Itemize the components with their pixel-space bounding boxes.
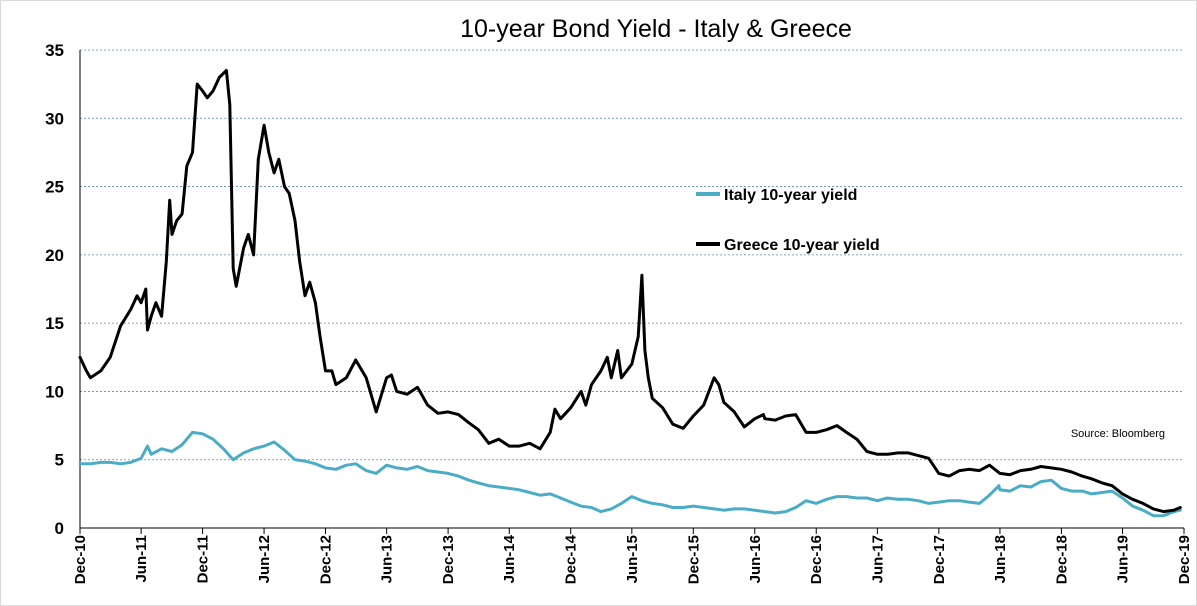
x-tick-label: Dec-15 — [685, 535, 702, 584]
x-tick-label: Jun-12 — [256, 535, 273, 583]
x-tick-label: Dec-16 — [808, 535, 825, 584]
y-tick-label: 35 — [45, 41, 64, 60]
y-tick-label: 25 — [45, 178, 64, 197]
y-tick-label: 10 — [45, 382, 64, 401]
series-lines — [78, 69, 1182, 518]
x-tick-label: Jun-14 — [501, 534, 518, 583]
source-note: Source: Bloomberg — [1071, 428, 1165, 440]
x-tick-label: Dec-13 — [440, 535, 457, 584]
x-tick-label: Jun-19 — [1115, 535, 1132, 583]
x-tick-label: Dec-17 — [931, 535, 948, 584]
x-tick-label: Dec-19 — [1176, 535, 1193, 584]
x-tick-label: Jun-17 — [869, 535, 886, 583]
x-tick-label: Dec-18 — [1053, 535, 1070, 584]
legend-label-greece: Greece 10-year yield — [724, 237, 880, 254]
x-tick-label: Dec-10 — [72, 535, 89, 584]
y-tick-label: 30 — [45, 109, 64, 128]
gridlines — [80, 49, 1184, 461]
legend-label-italy: Italy 10-year yield — [724, 187, 857, 204]
greece-yield-line — [78, 69, 1182, 514]
legend: Italy 10-year yield Greece 10-year yield — [696, 187, 880, 254]
x-tick-label: Jun-16 — [747, 535, 764, 583]
x-tick-label: Dec-14 — [563, 534, 580, 584]
x-tick-label: Dec-12 — [318, 535, 335, 584]
y-tick-label: 0 — [55, 519, 64, 538]
y-tick-label: 15 — [45, 314, 64, 333]
x-tick-label: Jun-18 — [992, 535, 1009, 583]
x-tick-label: Jun-15 — [624, 535, 641, 583]
x-tick-label: Jun-11 — [133, 535, 150, 583]
y-tick-label: 5 — [55, 451, 64, 470]
chart-title: 10-year Bond Yield - Italy & Greece — [460, 15, 852, 43]
y-tick-label: 20 — [45, 246, 64, 265]
x-tick-label: Dec-11 — [195, 535, 212, 583]
italy-yield-line — [78, 430, 1182, 518]
axes: 0 5 10 15 20 25 30 35 Dec-10 Jun-11 Dec-11 Jun-12 De… — [45, 41, 1193, 584]
x-tick-label: Jun-13 — [379, 535, 396, 583]
